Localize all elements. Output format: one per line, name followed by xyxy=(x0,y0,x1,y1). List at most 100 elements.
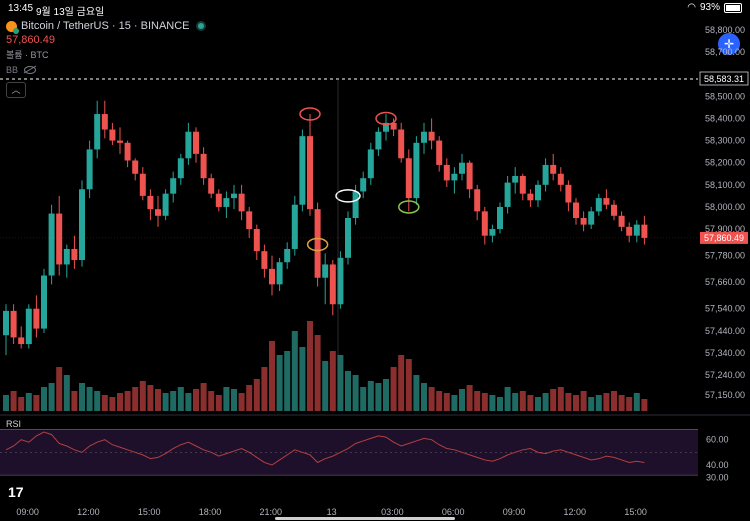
y-tick-label: 57,150.00 xyxy=(705,390,745,400)
candle-body xyxy=(497,206,503,230)
candle-body xyxy=(504,182,511,207)
volume-bar xyxy=(512,393,519,411)
volume-bar xyxy=(246,385,253,411)
volume-bar xyxy=(185,393,192,411)
status-bar: 13:45 9월 13일 금요일 ◠ 93% xyxy=(0,0,750,18)
volume-bar xyxy=(276,355,283,411)
candle-body xyxy=(626,226,633,236)
volume-bar xyxy=(25,393,32,411)
candle-body xyxy=(603,198,610,205)
crosshair-price: 58,583.31 xyxy=(704,74,744,84)
volume-bar xyxy=(428,387,435,411)
candle-body xyxy=(413,142,420,199)
y-tick-label: 58,800.00 xyxy=(705,25,745,35)
candle-body xyxy=(633,224,640,236)
eye-hidden-icon[interactable] xyxy=(24,66,37,74)
volume-bar xyxy=(284,351,291,411)
crosshair-icon[interactable]: ✛ xyxy=(718,33,740,55)
candle-body xyxy=(436,140,443,165)
volume-bar xyxy=(481,393,488,411)
bb-indicator-label[interactable]: BB xyxy=(6,65,204,75)
rsi-label[interactable]: RSI xyxy=(6,419,22,429)
volume-bar xyxy=(322,361,329,411)
candle-body xyxy=(421,131,427,143)
volume-bar xyxy=(405,359,412,411)
symbol-row[interactable]: Bitcoin / TetherUS · 15 · BINANCE xyxy=(6,20,204,34)
volume-bar xyxy=(595,395,602,411)
bb-label: BB xyxy=(6,65,19,75)
volume-bar xyxy=(170,391,177,411)
candle-body xyxy=(383,122,389,132)
volume-bar xyxy=(573,395,579,411)
volume-bar xyxy=(360,387,367,411)
last-price: 57,860.49 xyxy=(6,34,55,46)
candle-body xyxy=(329,264,336,305)
candle-body xyxy=(443,164,450,181)
y-tick-label: 58,700.00 xyxy=(705,47,745,57)
candle-body xyxy=(405,158,412,199)
candle-body xyxy=(101,114,108,130)
y-tick-label: 58,400.00 xyxy=(705,113,745,123)
candle-body xyxy=(185,131,192,159)
candle-body xyxy=(10,310,17,338)
candle-body xyxy=(550,164,557,174)
volume-bar xyxy=(345,371,351,411)
volume-bar xyxy=(223,387,230,411)
candle-body xyxy=(542,164,549,185)
y-tick-label: 57,900.00 xyxy=(705,224,745,234)
volume-bar xyxy=(132,387,139,411)
volume-bar xyxy=(459,389,465,411)
volume-bar xyxy=(329,351,336,411)
volume-bar xyxy=(238,393,245,411)
symbol-title[interactable]: Bitcoin / TetherUS · 15 · BINANCE xyxy=(21,20,190,32)
candle-body xyxy=(261,251,268,269)
volume-bar xyxy=(611,391,617,411)
volume-bar xyxy=(193,389,199,411)
crosshair-price-tag xyxy=(699,71,749,86)
x-tick-label: 09:00 xyxy=(503,507,526,517)
volume-bar xyxy=(390,367,397,411)
last-price-tag-label: 57,860.49 xyxy=(704,233,744,243)
candle-body xyxy=(352,191,359,218)
volume-bar xyxy=(18,397,25,411)
volume-bar xyxy=(497,397,503,411)
candle-body xyxy=(86,149,93,190)
candle-body xyxy=(291,204,298,249)
candle-body xyxy=(79,189,85,261)
volume-indicator-label[interactable]: 볼륨 · BTC xyxy=(6,50,49,60)
y-tick-label: 57,660.00 xyxy=(705,277,745,287)
volume-bar xyxy=(94,391,101,411)
bitcoin-logo-icon xyxy=(6,20,19,34)
y-tick-label: 57,340.00 xyxy=(705,348,745,358)
volume-bar xyxy=(580,391,587,411)
candle-body xyxy=(557,173,564,185)
volume-bar xyxy=(314,335,321,411)
last-price-tag xyxy=(700,231,748,244)
x-tick-label: 13 xyxy=(327,507,337,517)
x-tick-label: 15:00 xyxy=(624,507,647,517)
y-tick-label: 57,780.00 xyxy=(705,251,745,261)
x-tick-label: 09:00 xyxy=(16,507,39,517)
volume-bar xyxy=(421,383,427,411)
candle-body xyxy=(162,193,169,216)
status-time: 13:45 xyxy=(8,3,34,14)
annotation-ellipse xyxy=(398,200,420,214)
candle-body xyxy=(284,248,291,263)
chevron-up-icon[interactable]: ︿ xyxy=(6,82,26,98)
volume-bar xyxy=(398,355,405,411)
candle-body xyxy=(223,198,230,207)
y-tick-label: 58,100.00 xyxy=(705,180,745,190)
volume-bar xyxy=(367,381,374,411)
volume-bar xyxy=(375,383,382,411)
volume-bar xyxy=(299,347,306,411)
candle-body xyxy=(595,198,602,212)
volume-bar xyxy=(200,383,207,411)
volume-bar xyxy=(139,381,146,411)
y-tick-label: 57,440.00 xyxy=(705,326,745,336)
candle-body xyxy=(132,160,139,174)
volume-bar xyxy=(307,321,313,411)
candle-body xyxy=(269,268,275,285)
y-tick-label: 57,240.00 xyxy=(705,370,745,380)
volume-bar xyxy=(383,379,389,411)
